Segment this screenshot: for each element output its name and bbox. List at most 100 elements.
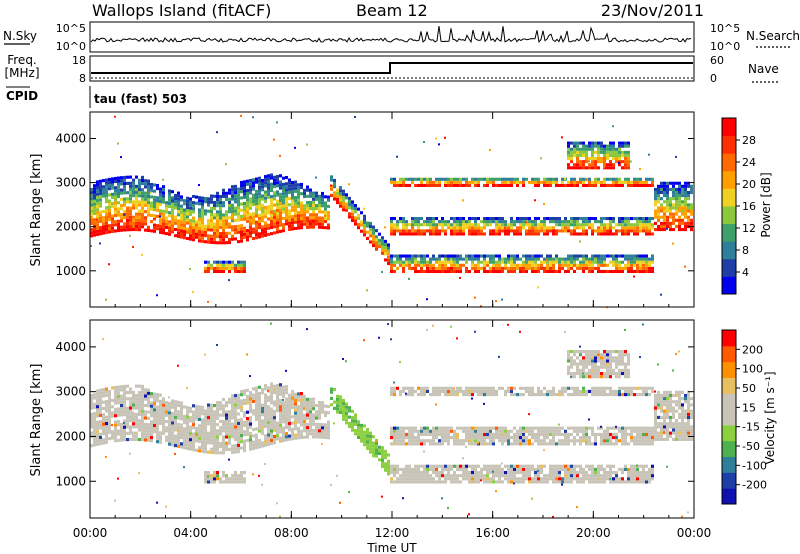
echo-cell (402, 436, 405, 440)
echo-cell (105, 298, 107, 301)
echo-cell (438, 254, 441, 258)
echo-cell (180, 235, 183, 239)
echo-cell (453, 393, 456, 397)
echo-cell (408, 432, 411, 437)
echo-cell (360, 436, 363, 440)
echo-cell (123, 225, 126, 229)
echo-cell (633, 180, 636, 184)
echo-cell (252, 212, 255, 216)
echo-cell (621, 144, 624, 148)
echo-cell (519, 386, 522, 390)
echo-cell (228, 240, 231, 245)
echo-cell (474, 226, 477, 230)
echo-cell (510, 470, 513, 475)
echo-cell (114, 198, 117, 202)
echo-cell (330, 175, 333, 179)
echo-cell (210, 480, 213, 484)
echo-cell (585, 257, 588, 261)
echo-cell (192, 445, 195, 449)
echo-cell (483, 217, 486, 221)
echo-cell (111, 430, 114, 434)
echo-cell (489, 439, 492, 443)
echo-cell (624, 163, 627, 167)
echo-cell (492, 220, 495, 224)
echo-cell (108, 430, 111, 434)
echo-cell (363, 339, 365, 342)
echo-cell (459, 226, 462, 230)
echo-cell (537, 389, 540, 394)
echo-cell (180, 204, 183, 208)
echo-cell (354, 207, 357, 211)
echo-cell (546, 177, 549, 181)
echo-cell (519, 223, 522, 227)
echo-cell (573, 223, 576, 227)
echo-cell (579, 232, 582, 236)
echo-cell (222, 213, 225, 217)
echo-cell (99, 179, 102, 183)
echo-cell (456, 257, 459, 261)
echo-cell (579, 439, 582, 443)
echo-cell (318, 407, 321, 411)
echo-cell (552, 229, 555, 233)
echo-cell (540, 429, 543, 433)
echo-cell (582, 477, 585, 481)
echo-cell (291, 390, 294, 394)
echo-cell (123, 209, 126, 213)
echo-cell (210, 422, 213, 426)
echo-cell (288, 425, 291, 429)
echo-cell (564, 432, 567, 437)
echo-cell (192, 219, 195, 223)
echo-cell (162, 222, 165, 226)
echo-cell (246, 182, 249, 186)
echo-cell (90, 228, 93, 232)
echo-cell (426, 432, 429, 437)
echo-cell (237, 437, 240, 441)
echo-cell (300, 413, 303, 418)
echo-cell (627, 150, 630, 154)
echo-cell (159, 199, 162, 204)
echo-cell (243, 201, 246, 206)
echo-cell (471, 386, 474, 390)
echo-cell (471, 266, 474, 270)
echo-cell (105, 437, 108, 441)
echo-cell (411, 217, 414, 221)
echo-cell (456, 226, 459, 230)
echo-cell (222, 225, 225, 229)
echo-cell (474, 269, 477, 274)
echo-cell (417, 393, 420, 397)
echo-cell (102, 438, 105, 442)
echo-cell (345, 418, 348, 422)
echo-cell (405, 223, 408, 227)
echo-cell (108, 180, 111, 185)
echo-cell (594, 157, 597, 161)
echo-cell (312, 200, 315, 204)
echo-cell (294, 408, 297, 412)
echo-cell (300, 182, 303, 187)
echo-cell (450, 229, 453, 233)
echo-cell (225, 432, 228, 436)
echo-cell (147, 432, 150, 436)
echo-cell (636, 220, 639, 224)
echo-cell (600, 180, 603, 184)
echo-cell (426, 260, 429, 264)
echo-cell (285, 219, 288, 223)
echo-cell (114, 429, 117, 433)
echo-cell (306, 188, 309, 192)
echo-cell (153, 183, 156, 187)
echo-cell (225, 419, 228, 423)
echo-cell (516, 257, 519, 261)
echo-cell (165, 410, 168, 414)
echo-cell (123, 406, 126, 410)
echo-cell (210, 234, 213, 238)
echo-cell (192, 435, 195, 439)
echo-cell (96, 220, 99, 224)
echo-cell (489, 427, 491, 430)
echo-cell (324, 432, 327, 436)
echo-cell (498, 232, 501, 236)
echo-cell (312, 416, 315, 420)
echo-cell (516, 439, 519, 443)
echo-cell (489, 464, 492, 468)
echo-cell (513, 432, 516, 437)
echo-cell (267, 183, 270, 187)
